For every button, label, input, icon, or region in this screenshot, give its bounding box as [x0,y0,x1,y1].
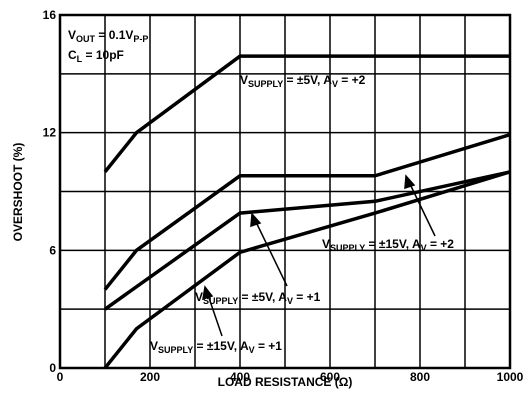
x-tick-label: 1000 [497,370,524,384]
x-tick-label: 0 [57,370,64,384]
y-tick-label: 0 [49,361,56,375]
arrow [207,294,223,337]
x-tick-label: 600 [320,370,340,384]
text-part: V [195,290,203,304]
series-label: VSUPPLY = ±5V, AV = +2 [240,73,366,89]
annotation: CL = 10pF [68,48,124,64]
series-label: VSUPPLY = ±5V, AV = +1 [195,290,321,306]
text-part: = ±5V, A [238,290,287,304]
text-part: V [68,28,76,42]
text-part: = +2 [427,237,455,251]
text-part: OUT [76,34,96,44]
annotation: VOUT = 0.1VP-P [68,28,148,44]
text-part: V [322,237,330,251]
text-part: V [332,79,338,89]
text-part: = 10pF [82,48,124,62]
text-part: V [240,73,248,87]
series-line [103,54,510,173]
text-part: V [150,339,158,353]
text-part: SUPPLY [248,79,283,89]
y-tick-label: 16 [43,8,57,22]
text-part: = 0.1V [95,28,133,42]
arrow [409,183,436,237]
text-part: C [68,48,77,62]
y-tick-label: 6 [49,243,56,257]
series-line [103,132,511,291]
x-tick-label: 800 [410,370,430,384]
arrowhead [404,174,416,190]
text-part: SUPPLY [330,243,365,253]
arrows [202,174,436,337]
text-part: = +2 [338,73,366,87]
text-part: SUPPLY [158,345,193,355]
text-part: = ±15V, A [193,339,249,353]
text-part: SUPPLY [203,296,238,306]
lines [103,54,511,370]
text-part: = +1 [255,339,283,353]
arrowhead [250,212,262,228]
y-axis-label: OVERSHOOT (%) [11,143,25,242]
text-part: P-P [133,34,148,44]
text-part: L [77,54,83,64]
x-tick-label: 400 [230,370,250,384]
text-part: V [249,345,255,355]
text-part: = ±5V, A [283,73,332,87]
series-label: VSUPPLY = ±15V, AV = +1 [150,339,282,355]
series-label: VSUPPLY = ±15V, AV = +2 [322,237,454,253]
arrow [255,221,288,287]
text-part: = +1 [293,290,321,304]
text-part: V [421,243,427,253]
text-part: = ±15V, A [365,237,421,251]
x-axis-label: LOAD RESISTANCE (Ω) [218,375,353,389]
text-part: V [287,296,293,306]
y-tick-label: 12 [43,126,57,140]
series-line [103,170,511,311]
plot-frame [58,13,512,370]
series-line [103,170,511,370]
x-tick-label: 200 [140,370,160,384]
arrowhead [202,285,214,301]
